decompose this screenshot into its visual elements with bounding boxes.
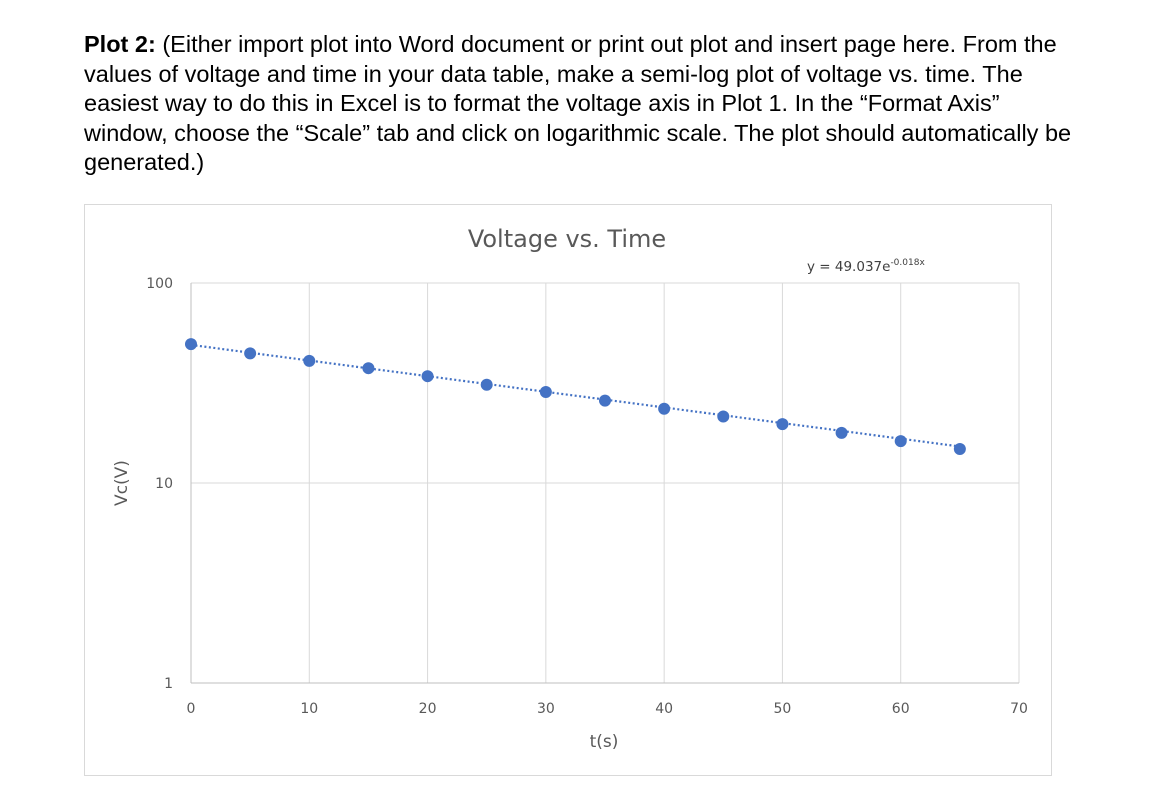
y-tick-label: 1 [164, 676, 173, 692]
data-points [185, 338, 966, 455]
trendline-equation-base: y = 49.037e [807, 259, 890, 275]
x-axis-label: t(s) [590, 732, 619, 752]
data-point [362, 362, 375, 375]
data-point [244, 347, 257, 360]
tick-labels: 0 10 20 30 40 50 60 70 1 10 100 [146, 276, 1028, 717]
data-point [539, 386, 552, 399]
x-tick-label: 50 [774, 701, 792, 717]
chart-title: Voltage vs. Time [468, 225, 666, 253]
data-point [953, 442, 966, 455]
x-tick-label: 30 [537, 701, 555, 717]
data-point [421, 370, 434, 383]
plot-label: Plot 2: [84, 31, 156, 57]
y-axis-label: Vc(V) [112, 460, 132, 506]
instructions-paragraph: Plot 2: (Either import plot into Word do… [84, 30, 1084, 178]
data-point [894, 435, 907, 448]
data-point [658, 402, 671, 415]
x-tick-label: 40 [655, 701, 673, 717]
x-tick-label: 60 [892, 701, 910, 717]
x-tick-label: 10 [300, 701, 318, 717]
y-tick-label: 10 [155, 476, 173, 492]
data-point [185, 338, 197, 351]
trendline-equation-exponent: -0.018x [890, 258, 925, 268]
gridlines [191, 282, 1020, 683]
instructions-text: (Either import plot into Word document o… [84, 31, 1072, 175]
x-tick-label: 20 [419, 701, 437, 717]
trendline-group [190, 343, 961, 448]
data-point [303, 354, 316, 367]
x-tick-label: 70 [1010, 701, 1028, 717]
data-point [835, 426, 848, 439]
data-point [480, 378, 493, 391]
x-tick-label: 0 [187, 701, 196, 717]
voltage-time-chart: 0 10 20 30 40 50 60 70 1 10 100 Voltage vs. Time t… [112, 225, 1028, 752]
trendline-equation: y = 49.037e-0.018x [807, 258, 925, 275]
y-tick-label: 100 [146, 276, 173, 292]
data-point [599, 394, 611, 407]
chart-frame: 0 10 20 30 40 50 60 70 1 10 100 Voltage vs. Time t… [84, 204, 1052, 776]
data-point [776, 418, 789, 431]
trendline [190, 343, 961, 448]
data-point [717, 410, 730, 423]
